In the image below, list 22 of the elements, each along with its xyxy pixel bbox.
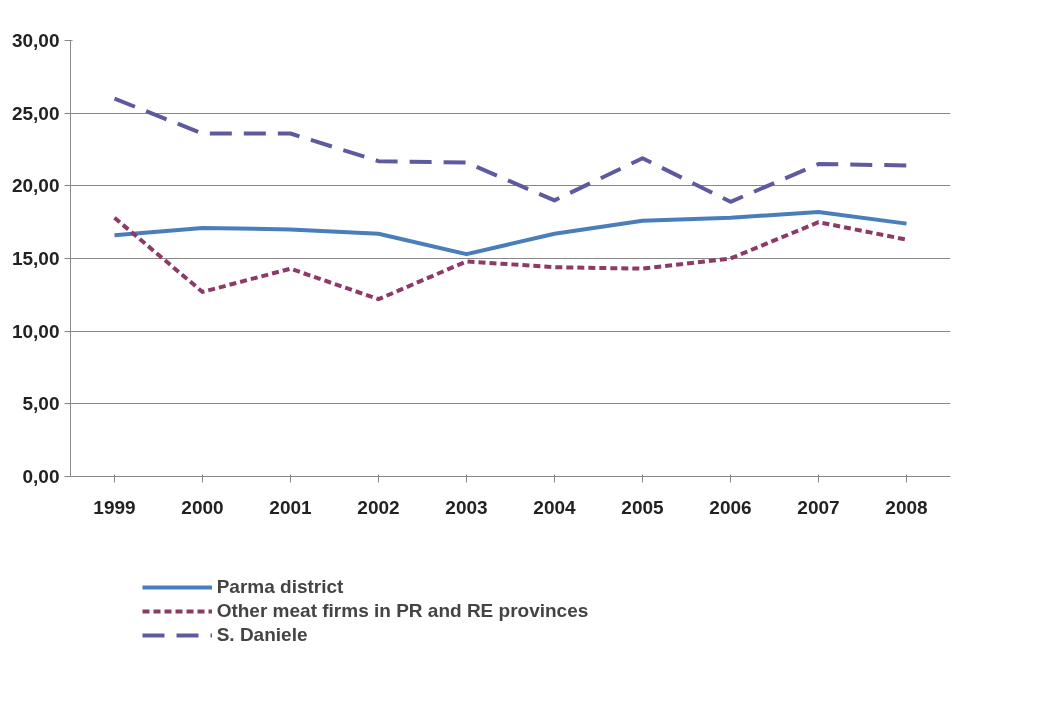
- y-tick-label: 30,00: [11, 30, 60, 51]
- y-tick-label: 5,00: [22, 393, 60, 415]
- y-tick-label: 20,00: [11, 175, 60, 197]
- y-tick-label: 0,00: [22, 466, 60, 487]
- x-tick-label: 2003: [445, 496, 488, 518]
- y-tick-label: 25,00: [11, 102, 60, 124]
- legend-label: S. Daniele: [216, 624, 308, 646]
- line-series: [112, 209, 909, 257]
- legend-label: Other meat firms in PR and RE provinces: [216, 600, 589, 622]
- x-tick-label: 2007: [797, 496, 840, 518]
- legend-label: Parma district: [216, 576, 344, 598]
- x-tick-label: 2004: [533, 496, 577, 518]
- y-tick-label: 10,00: [11, 320, 60, 342]
- x-tick-label: 2000: [181, 496, 224, 518]
- x-tick-label: 2001: [269, 496, 313, 518]
- x-tick-label: 2002: [357, 496, 400, 518]
- x-tick-label: 2008: [885, 496, 928, 518]
- y-tick-label: 15,00: [11, 248, 60, 269]
- x-tick-label: 1999: [93, 496, 136, 518]
- x-tick-label: 2006: [709, 496, 752, 518]
- x-tick-label: 2005: [621, 496, 665, 518]
- line-series: [112, 96, 909, 204]
